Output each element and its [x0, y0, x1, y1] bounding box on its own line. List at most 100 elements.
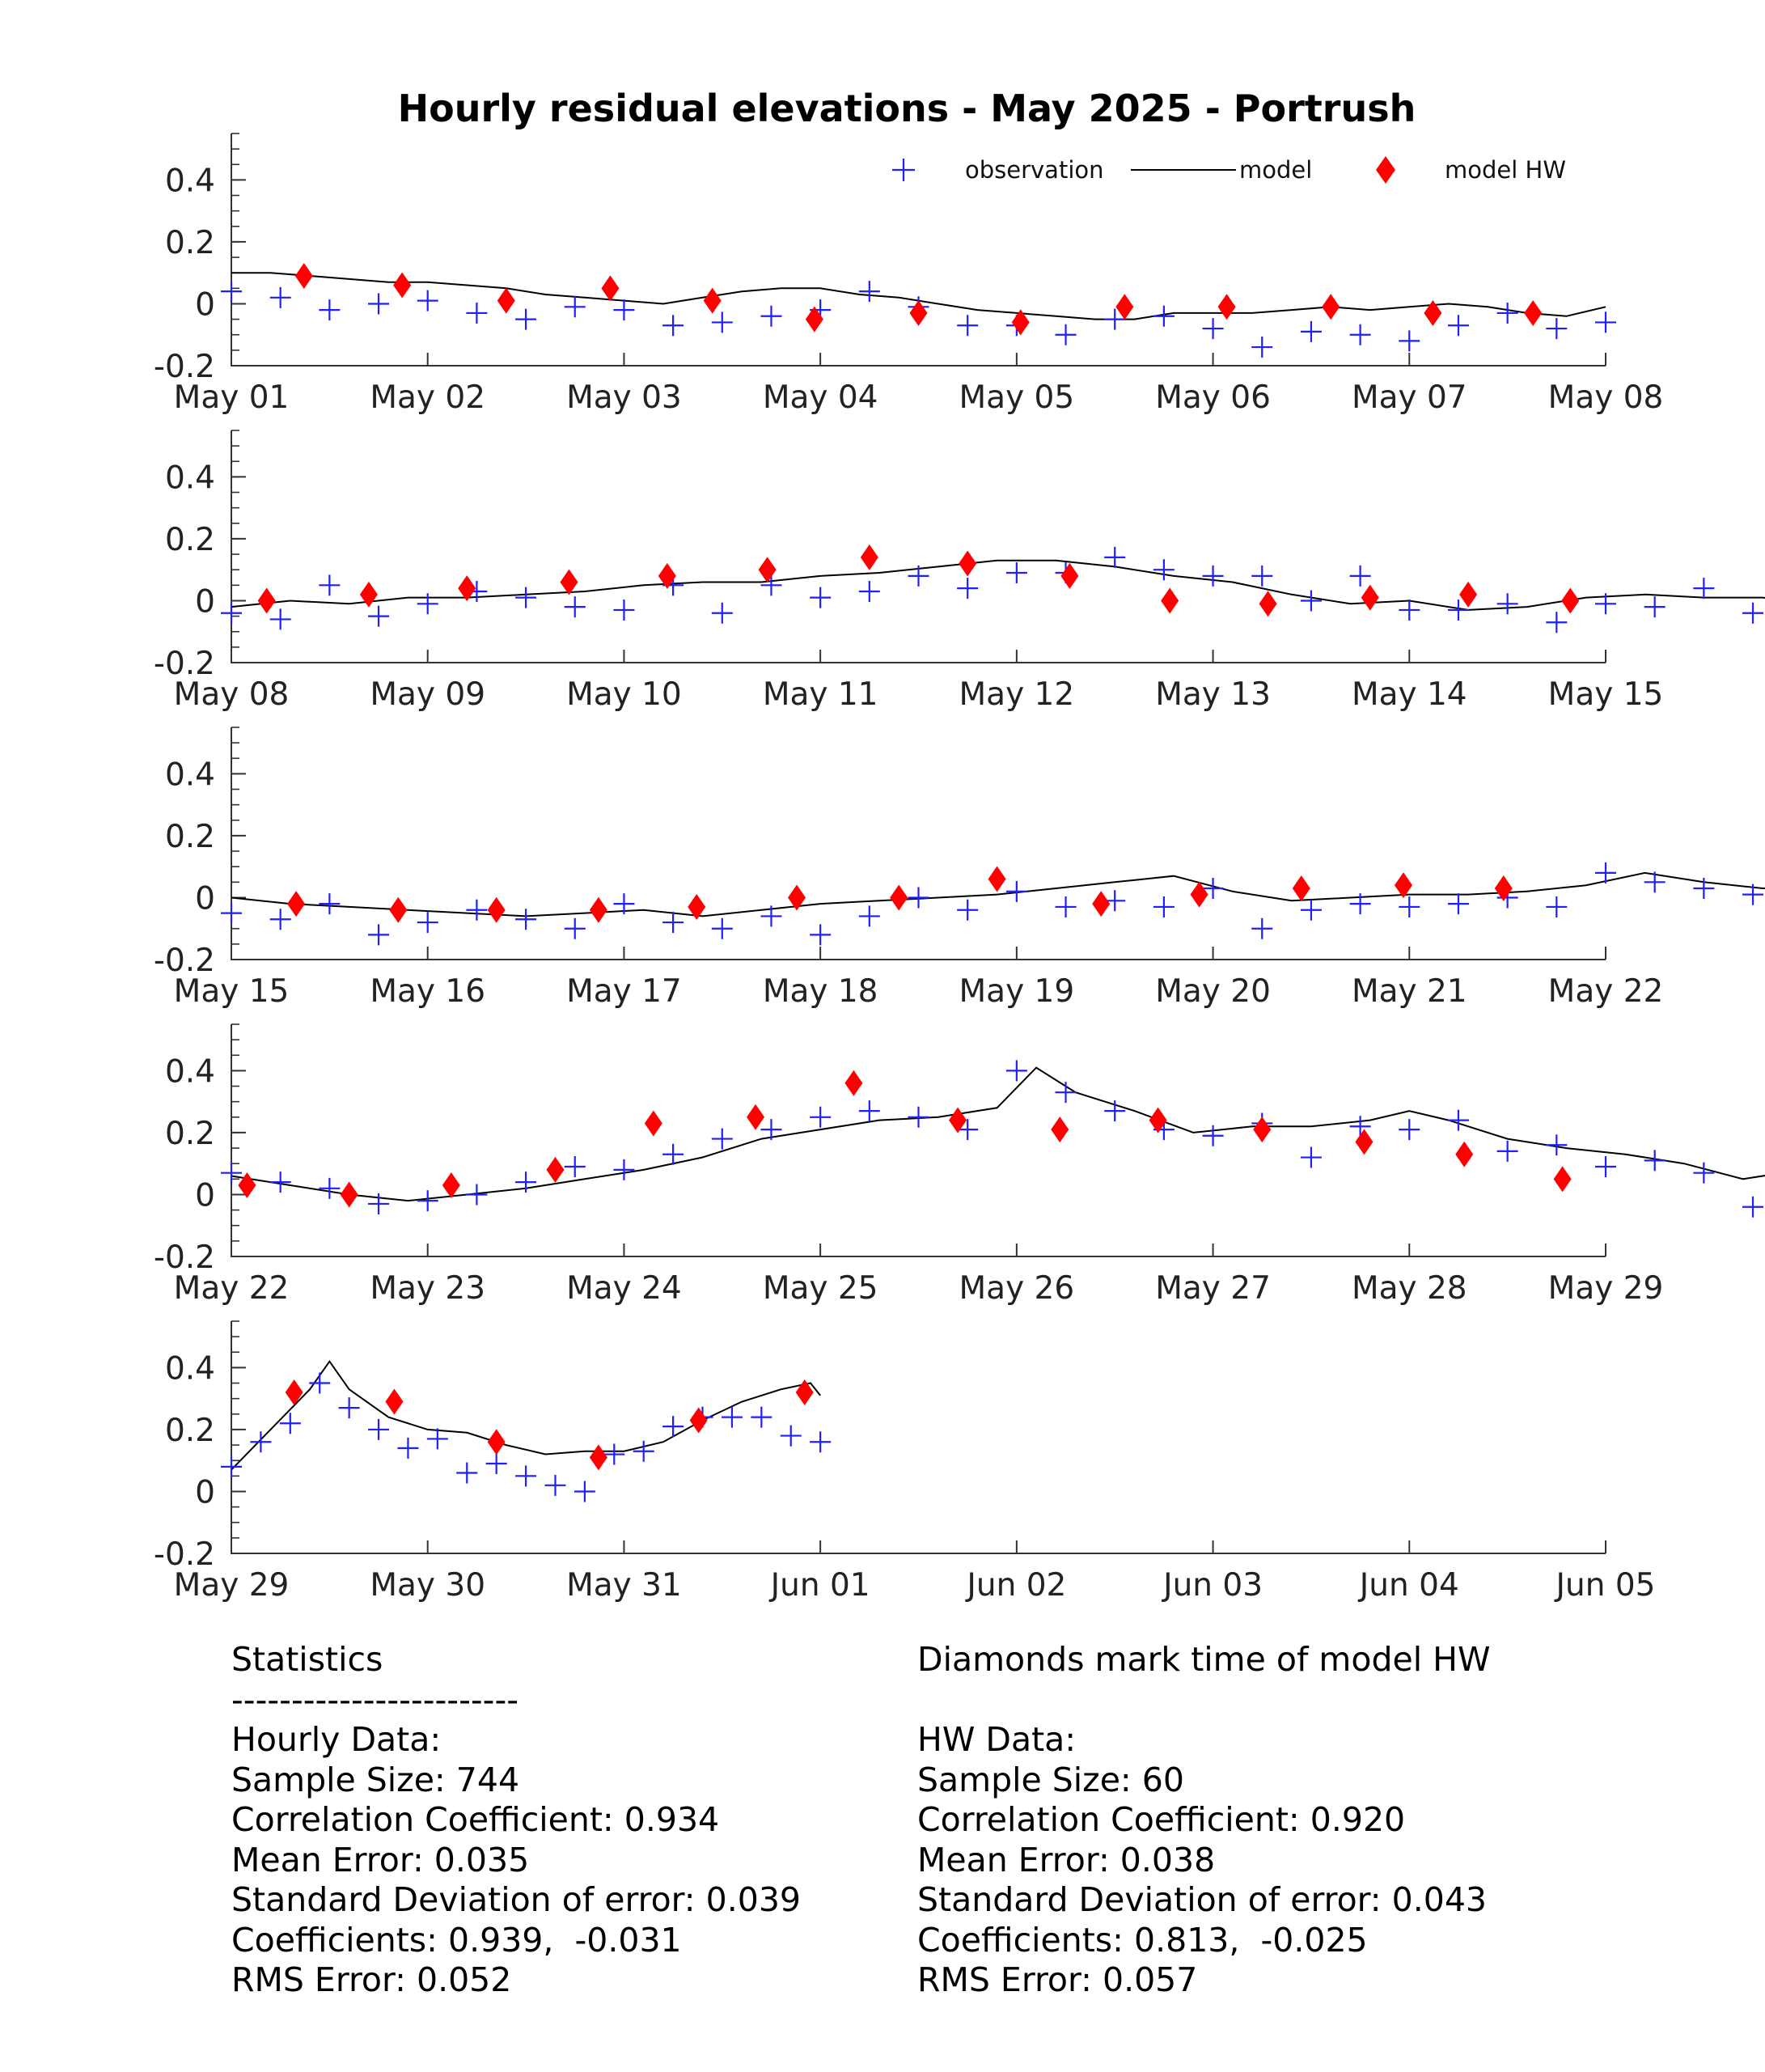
observation-point [711, 1128, 733, 1150]
legend-observation-label: observation [965, 156, 1104, 184]
observation-point [633, 1440, 654, 1462]
x-tick-label: May 08 [1548, 379, 1664, 416]
hw-stat-line: Diamonds mark time of model HW [917, 1640, 1491, 1679]
observation-point [1399, 896, 1420, 917]
observation-point [760, 905, 782, 927]
observation-point [810, 924, 832, 946]
model-hw-point [294, 263, 313, 290]
observation-point [751, 1406, 772, 1428]
observation-point [721, 1406, 743, 1428]
hourly-stat-line: ------------------------ [231, 1680, 519, 1719]
observation-point [1546, 1134, 1568, 1156]
panel-5: -0.2 0 0.2 0.4 May 29 May 30 May 31 Jun 01 Jun 0… [154, 1320, 1655, 1604]
observation-point [1300, 320, 1322, 342]
y-tick-label: 0.4 [165, 1053, 215, 1090]
observation-point [1104, 308, 1126, 330]
observation-point [662, 912, 684, 934]
x-tick-label: May 25 [763, 1270, 878, 1307]
x-tick-label: May 29 [1548, 1270, 1664, 1307]
model-hw-point [589, 1444, 607, 1471]
chart-title: Hourly residual elevations - May 2025 - … [398, 87, 1416, 130]
observation-point [858, 281, 880, 303]
observation-point [1153, 305, 1175, 327]
y-tick-label: 0 [195, 583, 215, 620]
x-tick-label: Jun 04 [1357, 1567, 1459, 1604]
y-tick-label: 0.2 [165, 522, 215, 558]
observation-point [613, 599, 635, 621]
hw-stat-line: HW Data: [917, 1720, 1077, 1759]
x-tick-label: May 06 [1155, 379, 1271, 416]
observation-point [368, 924, 390, 946]
observation-point [574, 1481, 595, 1502]
model-hw-point [1361, 584, 1379, 611]
y-tick-label: 0 [195, 1474, 215, 1511]
observation-point [613, 299, 635, 321]
observation-point [858, 580, 880, 602]
model-hw-point [359, 581, 378, 608]
model-hw-point [1259, 591, 1277, 617]
model-hw-point [1115, 294, 1134, 320]
observation-point [269, 286, 291, 308]
y-tick-label: 0.4 [165, 460, 215, 496]
observation-point [221, 1455, 242, 1477]
model-line [231, 1359, 821, 1471]
y-tick-label: 0.2 [165, 225, 215, 261]
hourly-stat-line: Mean Error: 0.035 [231, 1840, 530, 1879]
model-hw-point [689, 1407, 708, 1434]
legend-observation-marker [892, 159, 915, 181]
observation-point [466, 1184, 488, 1205]
observation-point [319, 299, 341, 321]
panel-4: -0.2 0 0.2 0.4 May 22 May 23 May 24 May 25 May 2… [154, 1023, 1765, 1307]
y-tick-label: 0 [195, 1177, 215, 1214]
observation-point [760, 305, 782, 327]
observation-point [1742, 1196, 1764, 1218]
observation-point [1595, 1156, 1616, 1178]
observation-point [544, 1474, 566, 1496]
observation-point [397, 1437, 419, 1459]
observation-point [279, 1413, 301, 1434]
hw-stat-line: Standard Deviation of error: 0.043 [917, 1880, 1488, 1919]
hourly-stat-line: Standard Deviation of error: 0.039 [231, 1880, 802, 1919]
y-tick-label: 0.2 [165, 1116, 215, 1152]
observation-point [760, 1119, 782, 1141]
model-hw-point [1190, 881, 1208, 908]
x-tick-label: May 08 [174, 676, 290, 713]
observation-point [1546, 612, 1568, 633]
model-hw-point [287, 891, 306, 917]
x-tick-label: May 19 [959, 973, 1075, 1010]
x-tick-label: May 27 [1155, 1270, 1271, 1307]
x-tick-label: May 22 [1548, 973, 1664, 1010]
observation-point [908, 1106, 929, 1128]
hw-stat-line: Mean Error: 0.038 [917, 1840, 1216, 1879]
observation-point [1447, 893, 1469, 915]
observation-point [1644, 1150, 1666, 1172]
hourly-stat-line: Statistics [231, 1640, 383, 1679]
observation-point [1595, 593, 1616, 615]
model-hw-point [442, 1172, 460, 1198]
y-tick-label: -0.2 [154, 1239, 215, 1276]
model-hw-point [795, 1379, 814, 1406]
observation-point [564, 917, 586, 939]
observation-point [564, 1156, 586, 1178]
observation-point [221, 602, 242, 624]
y-tick-label: -0.2 [154, 349, 215, 385]
model-hw-point [844, 1070, 863, 1096]
x-tick-label: May 11 [763, 676, 878, 713]
x-tick-label: May 16 [370, 973, 485, 1010]
observation-point [417, 1190, 438, 1212]
x-tick-label: May 24 [566, 1270, 682, 1307]
hourly-stat-line: RMS Error: 0.052 [231, 1960, 512, 1999]
observation-point [810, 1106, 832, 1128]
observation-point [1496, 302, 1518, 324]
observation-point [1202, 318, 1224, 340]
model-hw-point [1092, 891, 1111, 917]
observation-point [957, 899, 979, 921]
observation-point [1005, 880, 1027, 902]
hourly-statistics: Statistics ------------------------ Hourly… [231, 1640, 801, 2001]
observation-point [515, 1465, 537, 1487]
observation-point [760, 574, 782, 596]
observation-point [485, 1453, 507, 1475]
observation-point [1349, 893, 1371, 915]
observation-point [711, 917, 733, 939]
